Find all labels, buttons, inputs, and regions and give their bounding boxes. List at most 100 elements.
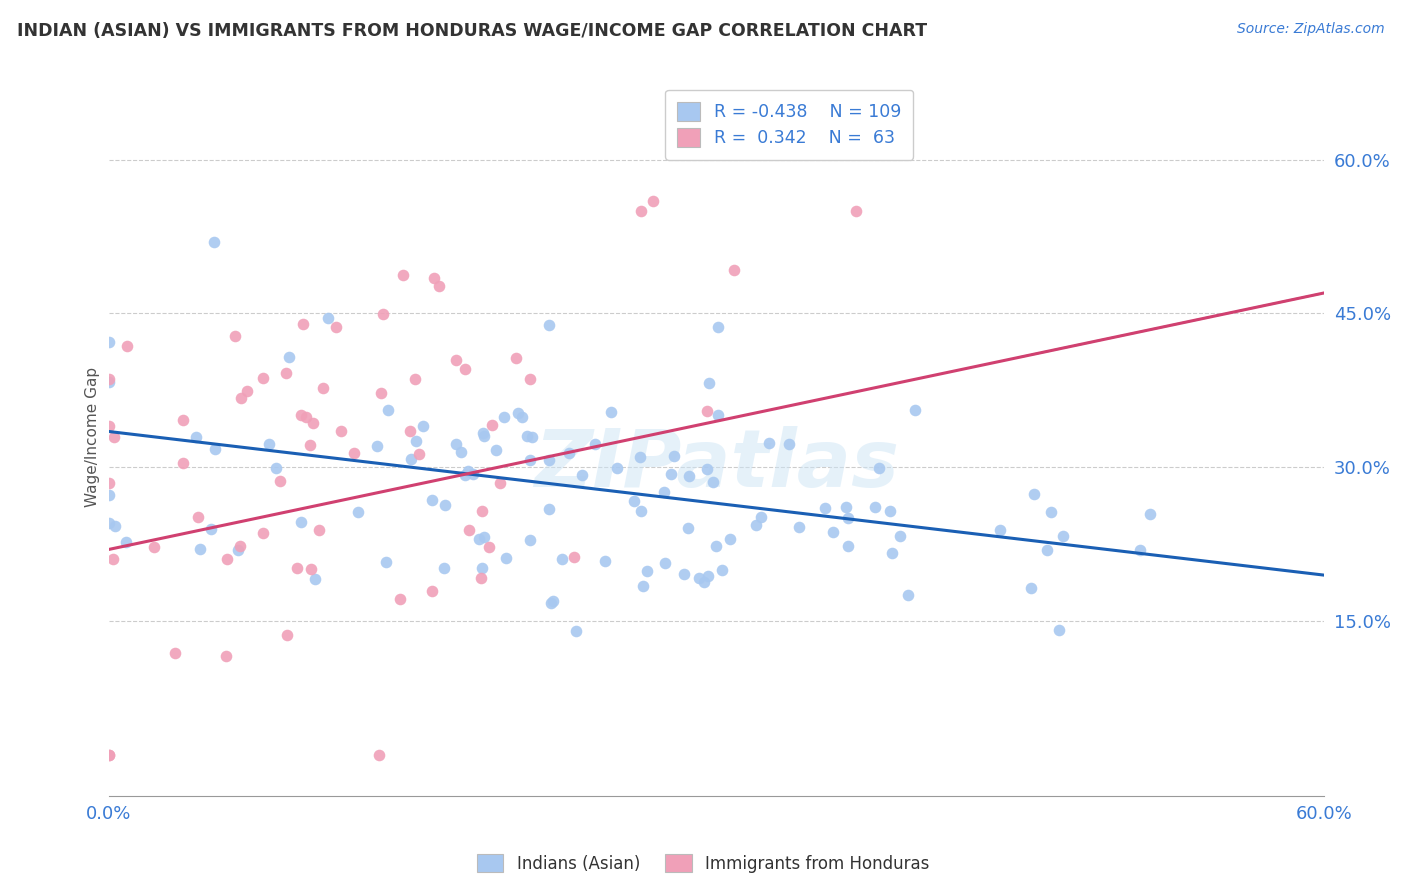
- Point: [702, 475, 724, 489]
- Point: [471, 504, 494, 518]
- Point: [188, 542, 211, 557]
- Point: [165, 646, 187, 660]
- Point: [562, 550, 585, 565]
- Point: [706, 539, 728, 553]
- Point: [325, 319, 347, 334]
- Point: [299, 438, 322, 452]
- Point: [593, 554, 616, 568]
- Point: [97, 747, 120, 762]
- Point: [606, 461, 628, 475]
- Point: [1047, 623, 1070, 637]
- Point: [837, 511, 859, 525]
- Point: [399, 451, 422, 466]
- Point: [837, 540, 859, 554]
- Point: [630, 504, 652, 518]
- Point: [519, 371, 541, 385]
- Point: [285, 560, 308, 574]
- Point: [368, 747, 391, 762]
- Legend: Indians (Asian), Immigrants from Honduras: Indians (Asian), Immigrants from Hondura…: [470, 847, 936, 880]
- Point: [863, 500, 886, 515]
- Point: [468, 533, 491, 547]
- Point: [472, 428, 495, 442]
- Point: [495, 550, 517, 565]
- Point: [370, 386, 392, 401]
- Point: [696, 404, 718, 418]
- Point: [868, 461, 890, 475]
- Point: [664, 449, 686, 463]
- Point: [571, 468, 593, 483]
- Point: [522, 430, 544, 444]
- Point: [389, 592, 412, 607]
- Point: [758, 435, 780, 450]
- Point: [457, 464, 479, 478]
- Point: [519, 453, 541, 467]
- Point: [408, 447, 430, 461]
- Point: [308, 523, 330, 537]
- Point: [276, 628, 298, 642]
- Point: [505, 351, 527, 365]
- Point: [228, 542, 250, 557]
- Point: [330, 425, 353, 439]
- Point: [1129, 543, 1152, 558]
- Point: [510, 410, 533, 425]
- Point: [537, 318, 560, 332]
- Point: [252, 526, 274, 541]
- Point: [693, 575, 716, 590]
- Point: [474, 530, 496, 544]
- Point: [115, 535, 138, 549]
- Point: [1024, 487, 1046, 501]
- Point: [420, 492, 443, 507]
- Point: [472, 425, 495, 440]
- Point: [366, 440, 388, 454]
- Point: [696, 462, 718, 476]
- Point: [290, 409, 312, 423]
- Point: [97, 747, 120, 762]
- Point: [623, 493, 645, 508]
- Point: [274, 366, 297, 380]
- Point: [371, 306, 394, 320]
- Point: [346, 505, 368, 519]
- Point: [492, 410, 515, 425]
- Point: [723, 263, 745, 277]
- Point: [97, 475, 120, 490]
- Point: [103, 430, 125, 444]
- Point: [834, 500, 856, 514]
- Point: [697, 376, 720, 391]
- Point: [519, 533, 541, 548]
- Point: [104, 519, 127, 533]
- Point: [97, 375, 120, 389]
- Point: [142, 540, 165, 554]
- Point: [477, 541, 499, 555]
- Point: [184, 430, 207, 444]
- Point: [813, 500, 835, 515]
- Point: [489, 475, 512, 490]
- Point: [688, 571, 710, 585]
- Point: [433, 561, 456, 575]
- Point: [252, 370, 274, 384]
- Point: [506, 406, 529, 420]
- Point: [628, 450, 651, 464]
- Point: [904, 402, 927, 417]
- Point: [101, 552, 124, 566]
- Point: [269, 474, 291, 488]
- Point: [97, 419, 120, 434]
- Point: [461, 467, 484, 482]
- Point: [654, 556, 676, 570]
- Point: [636, 564, 658, 578]
- Point: [896, 588, 918, 602]
- Point: [229, 392, 252, 406]
- Point: [676, 521, 699, 535]
- Point: [301, 416, 323, 430]
- Point: [202, 235, 225, 249]
- Point: [433, 499, 456, 513]
- Point: [236, 384, 259, 399]
- Point: [446, 352, 468, 367]
- Point: [845, 203, 868, 218]
- Point: [821, 524, 844, 539]
- Point: [672, 567, 695, 582]
- Point: [706, 408, 728, 422]
- Text: INDIAN (ASIAN) VS IMMIGRANTS FROM HONDURAS WAGE/INCOME GAP CORRELATION CHART: INDIAN (ASIAN) VS IMMIGRANTS FROM HONDUR…: [17, 22, 927, 40]
- Point: [172, 413, 194, 427]
- Point: [444, 436, 467, 450]
- Point: [454, 467, 477, 482]
